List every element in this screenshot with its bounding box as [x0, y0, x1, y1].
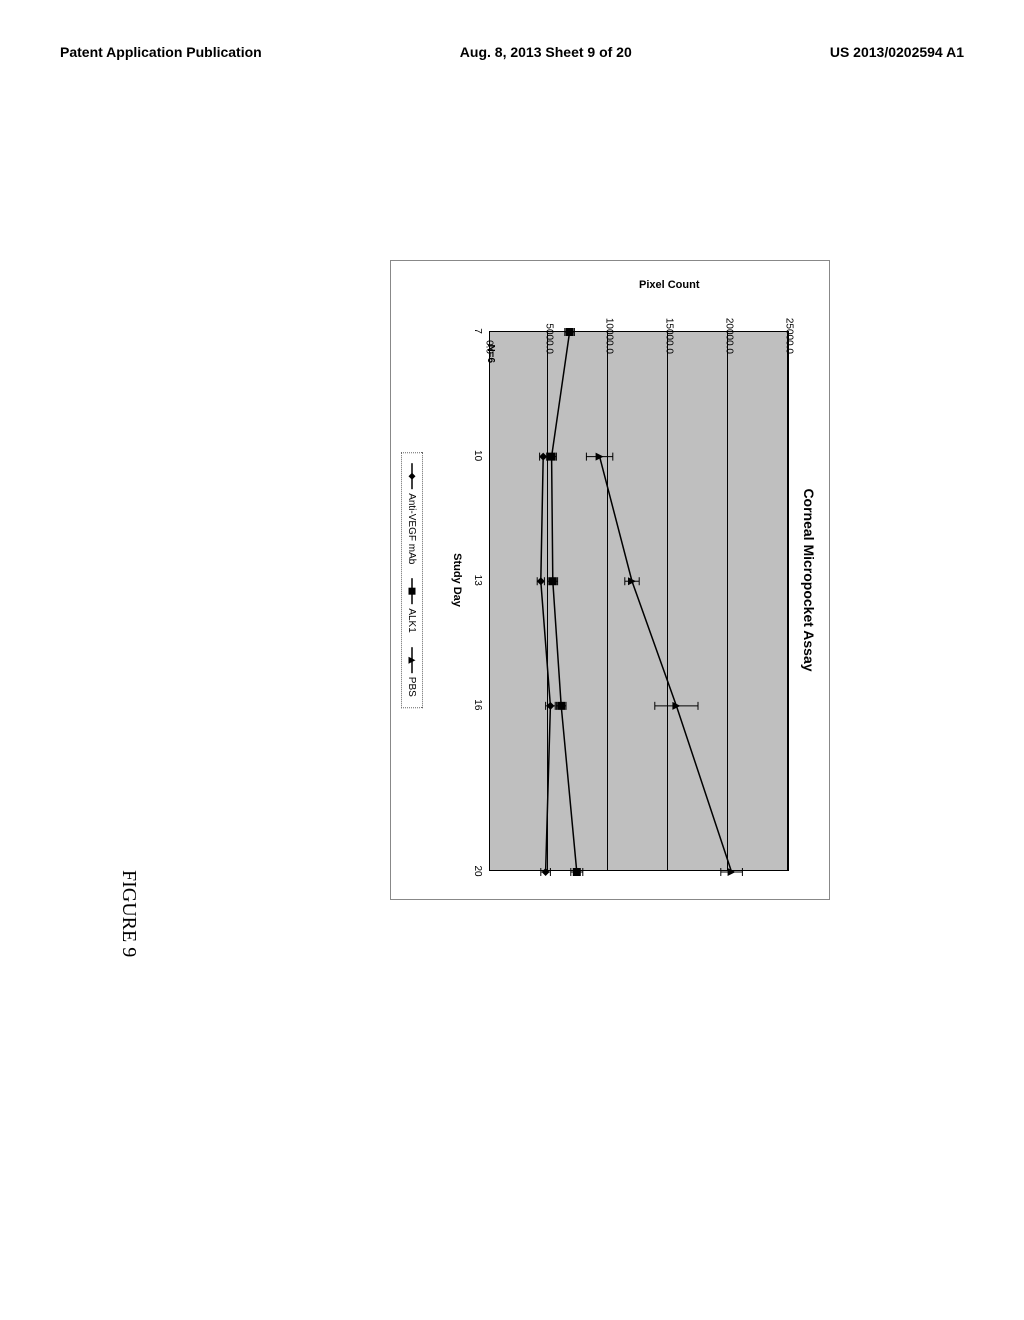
chart-title: Corneal Micropocket Assay: [795, 261, 829, 899]
header-center: Aug. 8, 2013 Sheet 9 of 20: [460, 44, 632, 60]
legend-item: PBS: [406, 647, 418, 697]
x-tick-label: 10: [472, 450, 483, 461]
x-tick-label: 7: [472, 328, 483, 334]
y-tick-label: 10000.0: [604, 318, 615, 354]
y-tick-label: 25000.0: [784, 318, 795, 354]
y-axis-label: Pixel Count: [639, 279, 700, 291]
y-tick-label: 20000.0: [724, 318, 735, 354]
chart-series-svg: [488, 332, 788, 872]
x-tick-label: 13: [472, 575, 483, 586]
legend-label: Anti-VEGF mAb: [407, 493, 418, 564]
y-tick-label: 5000.0: [544, 323, 555, 354]
page-header: Patent Application Publication Aug. 8, 2…: [60, 44, 964, 60]
header-left: Patent Application Publication: [60, 44, 262, 60]
legend-item: Anti-VEGF mAb: [406, 463, 418, 564]
header-right: US 2013/0202594 A1: [830, 44, 964, 60]
x-axis-label: Study Day: [451, 553, 463, 607]
y-tick-label: 15000.0: [664, 318, 675, 354]
figure-rotated-container: Corneal Micropocket Assay Pixel Count St…: [190, 260, 830, 900]
legend-label: PBS: [407, 677, 418, 697]
legend: Anti-VEGF mAb ALK1 PBS: [401, 452, 423, 708]
figure-caption: FIGURE 9: [117, 870, 140, 957]
chart-frame: Corneal Micropocket Assay Pixel Count St…: [390, 260, 830, 900]
legend-item: ALK1: [406, 578, 418, 632]
plot-area: N=6: [489, 331, 789, 871]
x-tick-label: 16: [472, 699, 483, 710]
x-tick-label: 20: [472, 865, 483, 876]
y-tick-label: 0.0: [484, 340, 495, 354]
legend-label: ALK1: [407, 608, 418, 632]
